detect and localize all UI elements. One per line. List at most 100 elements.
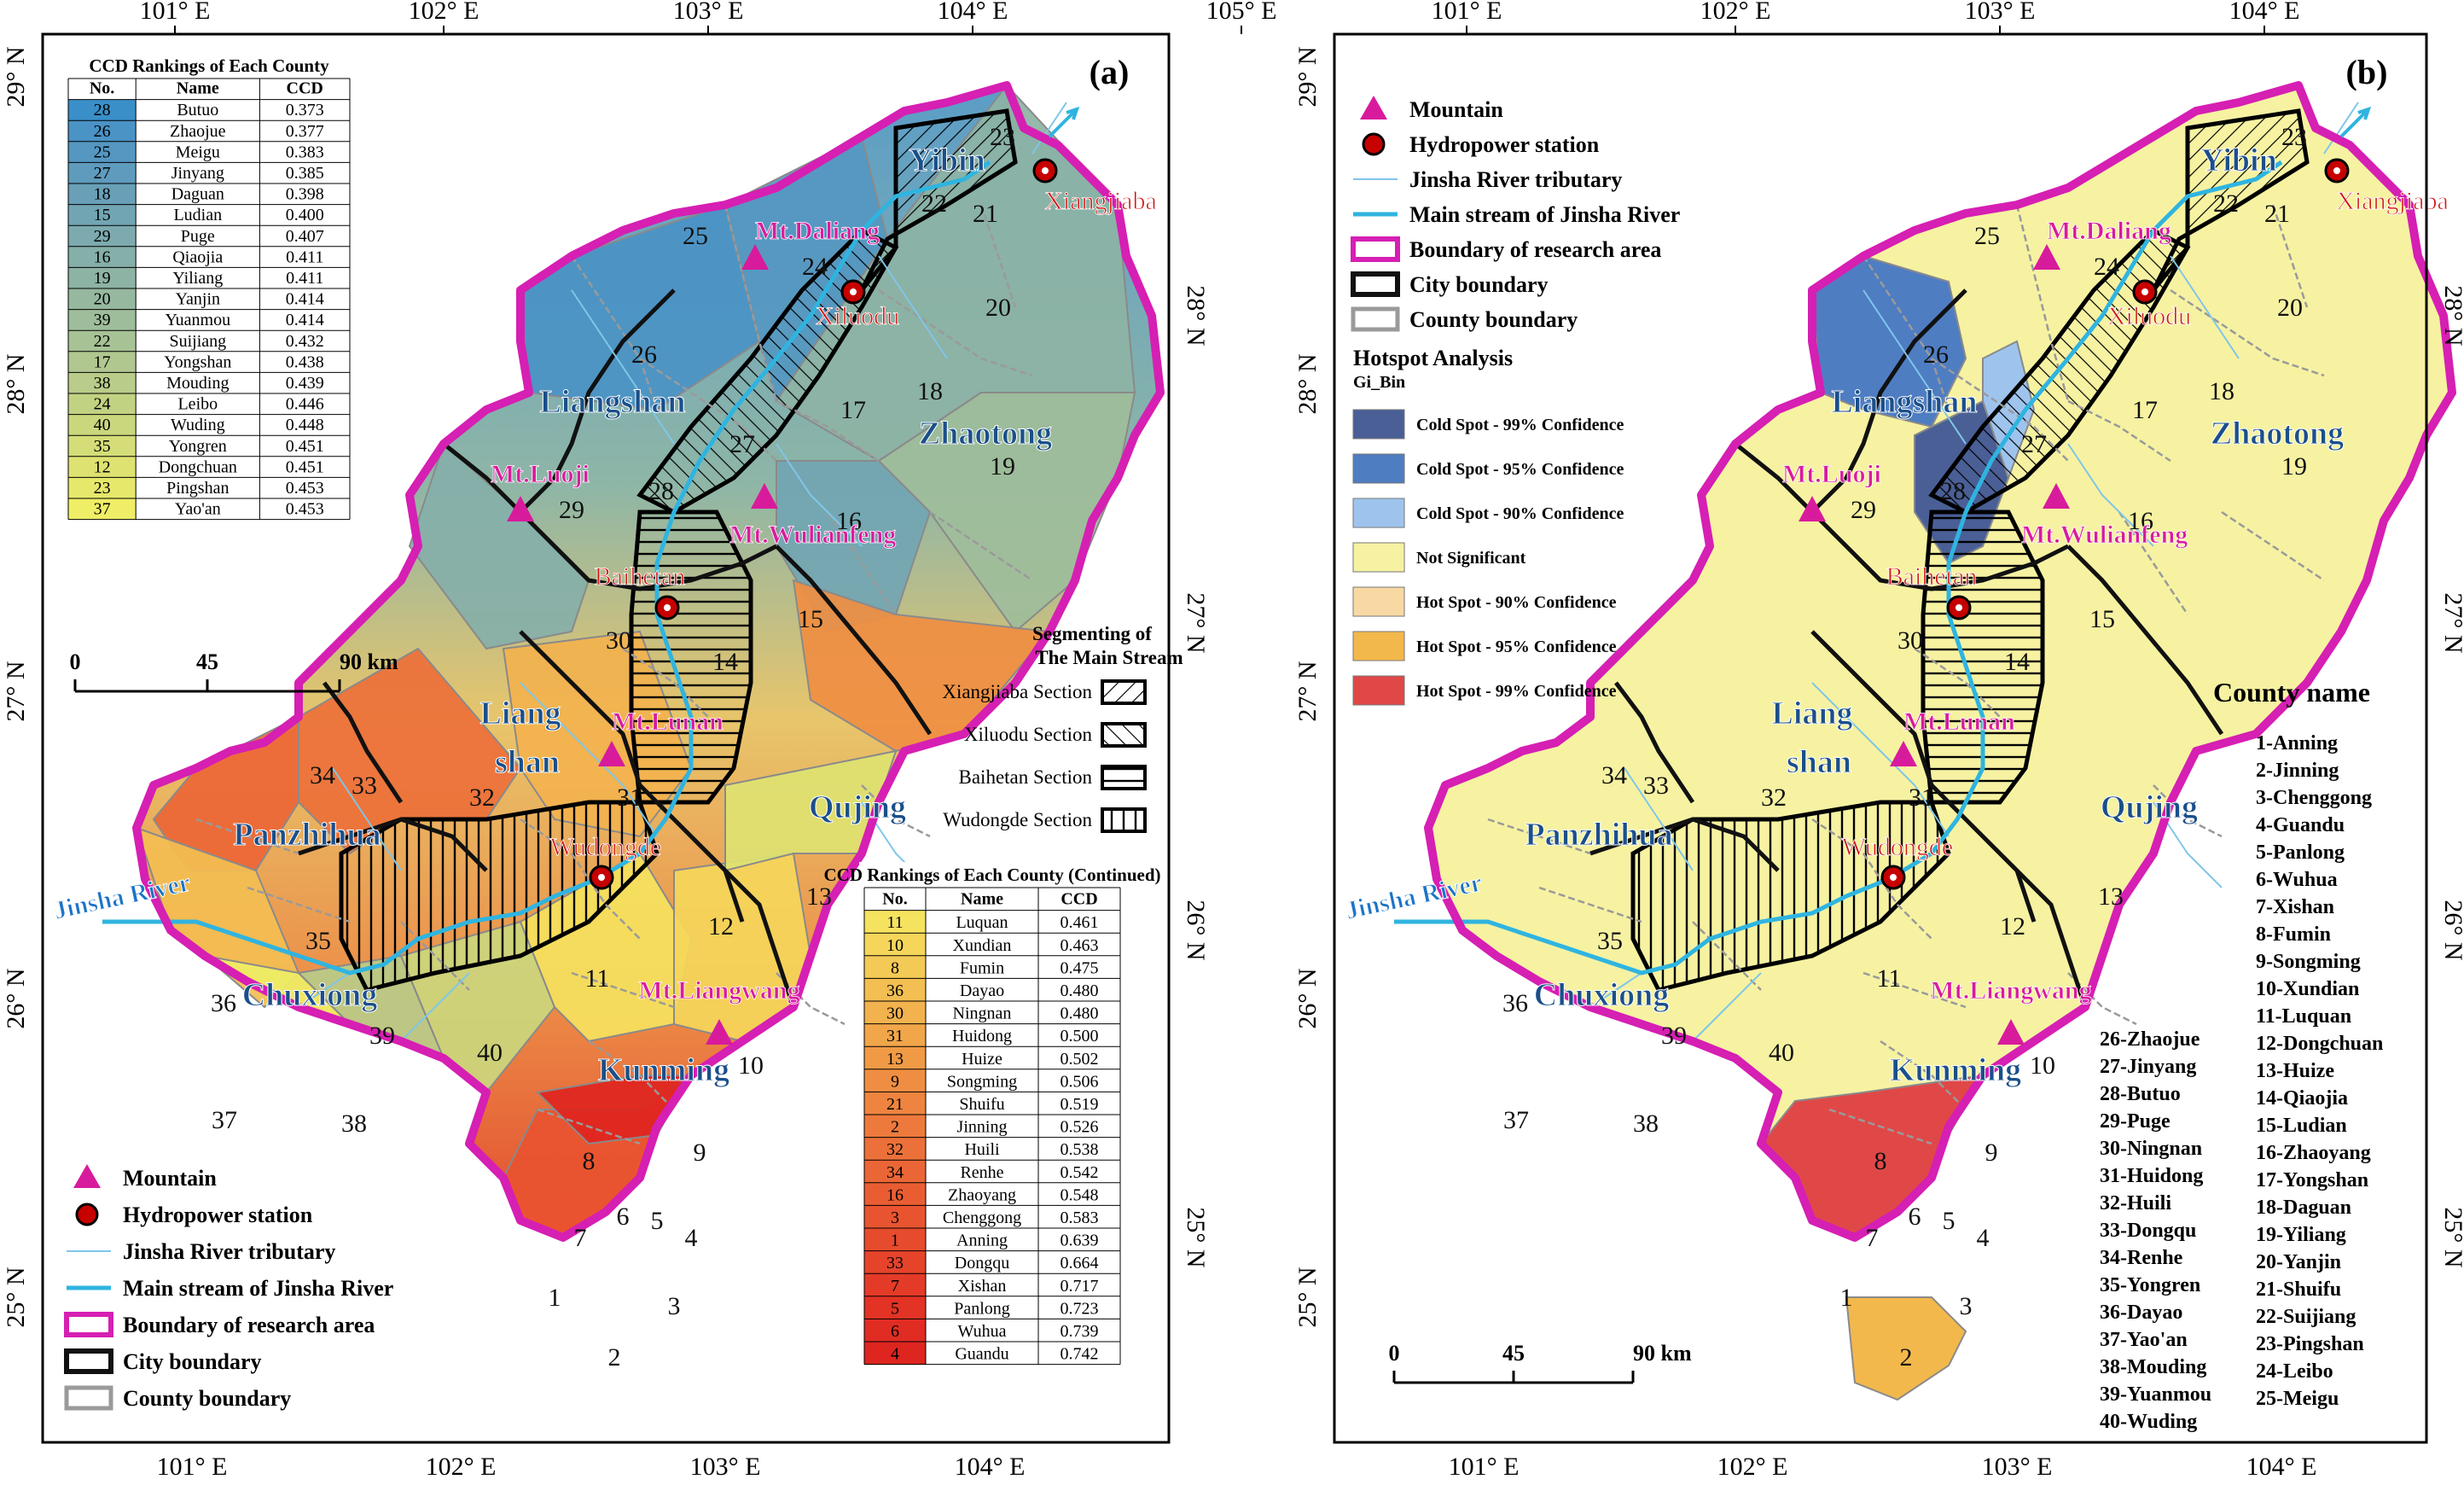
hydropower-marker-dot [1956,604,1962,611]
county-boundary [1863,971,1967,1009]
mountain-marker [598,741,625,766]
lon-tick-label: 103° E [673,0,744,25]
legend-label: City boundary [123,1349,262,1374]
table-cell-ccd: 0.664 [1061,1254,1099,1273]
lat-tick-label: 25° N [1293,1267,1322,1327]
table-cell-ccd: 0.453 [286,479,324,498]
tributary-line [1692,972,1762,1042]
county-name: 1-Anning [2256,732,2338,754]
table-cell-no: 11 [886,913,903,932]
mountain-marker [507,496,534,521]
table-cell-name: Anning [956,1232,1008,1250]
table-cell-no: 15 [94,206,111,224]
county-number: 4 [1977,1224,1990,1252]
county-number: 34 [1601,761,1627,789]
mountain-marker [2043,483,2070,509]
mountain-marker [706,1019,733,1045]
table-cell-ccd: 0.438 [286,352,324,371]
table-swatch [864,1115,926,1138]
county-name: 4-Guandu [2256,814,2345,836]
table-cell-name: Qiaojia [172,248,223,266]
county-boundary [1931,357,2069,462]
tributary-line [2323,102,2359,154]
table-swatch [864,1205,926,1228]
county-name: 34-Renhe [2100,1247,2183,1269]
county-name: 31-Huidong [2100,1165,2203,1187]
table-cell-no: 2 [891,1118,899,1137]
scale-label: 0 [70,649,81,674]
outlet-arrow [2339,106,2372,138]
legend-label: Boundary of research area [1409,237,1661,262]
table-cell-ccd: 0.400 [286,206,324,224]
county-number: 17 [2132,396,2158,424]
county-number: 1 [1840,1284,1853,1312]
table-header: CCD [287,79,323,98]
county-boundary [826,511,898,615]
table-swatch [864,1001,926,1024]
county-name: 39-Yuanmou [2100,1383,2211,1406]
city-label: Liang [479,696,561,731]
mountain-label: Mt.Luoji [1782,460,1881,488]
city-label: Qujing [2101,789,2198,825]
table-swatch [864,1023,926,1047]
county-name: 28-Butuo [2100,1083,2181,1105]
hotspot-label: Hot Spot - 95% Confidence [1416,638,1617,656]
table-cell-no: 35 [94,437,111,456]
lat-tick-label: 27° N [2,661,30,721]
tributary-line [1032,102,1067,154]
county-name: 15-Ludian [2256,1115,2347,1137]
county-number: 40 [477,1039,503,1067]
table-header: Name [177,79,219,98]
map-frame [1333,32,2428,1444]
county-number: 29 [1851,496,1876,524]
county-boundary [588,1040,675,1110]
county-number: 24 [2094,253,2119,281]
mountain-marker [2033,244,2060,270]
tributary-line [400,972,470,1042]
county-boundary [1811,818,1932,940]
table-cell-name: Yiliang [172,269,223,288]
lat-tick-label: 29° N [2,46,30,107]
county-patch [724,749,898,872]
county-boundary [2015,204,2070,402]
table-cell-no: 13 [886,1050,904,1069]
legend-symbol [1351,271,1400,297]
county-number: 11 [1877,964,1902,993]
county-number: 34 [310,761,335,789]
legend-label: Jinsha River tributary [1409,167,1622,192]
lon-tick-label: 104° E [2229,0,2300,25]
city-boundary [1810,288,1967,514]
table-cell-no: 20 [94,290,111,309]
table-swatch [864,1319,926,1342]
lon-tick-label: 102° E [409,0,479,25]
county-name: 16-Zhaoyang [2256,1142,2371,1164]
hydropower-marker-dot [598,874,605,881]
table-cell-ccd: 0.506 [1061,1072,1099,1091]
table-cell-ccd: 0.453 [286,500,324,519]
county-boundary [929,510,1033,582]
county-number: 13 [2098,882,2124,911]
table-title: CCD Rankings of Each County [89,55,329,76]
county-number: 9 [694,1139,706,1167]
hotspot-swatch [1352,453,1405,484]
lat-tick-label: 27° N [1293,661,1322,721]
table-cell-no: 10 [886,936,904,955]
county-name: 5-Panlong [2256,842,2345,864]
scale-label: 90 km [340,649,398,674]
county-number: 3 [668,1292,681,1320]
county-boundary [1538,886,1642,923]
city-boundary [2066,545,2224,736]
table-cell-no: 1 [891,1232,899,1250]
table-cell-no: 19 [94,269,111,288]
table-swatch [68,372,137,393]
hotspot-label: Cold Spot - 95% Confidence [1416,460,1624,479]
table-cell-name: Dongchuan [159,457,237,476]
county-name: 40-Wuding [2100,1411,2197,1433]
table-cell-no: 8 [891,958,899,977]
table-cell-name: Jinyang [171,164,224,183]
county-name: 7-Xishan [2256,896,2334,918]
lon-tick-label: 101° E [140,0,211,25]
county-number: 31 [617,783,642,812]
county-boundary [724,204,778,402]
tributary-line [1624,767,1694,871]
